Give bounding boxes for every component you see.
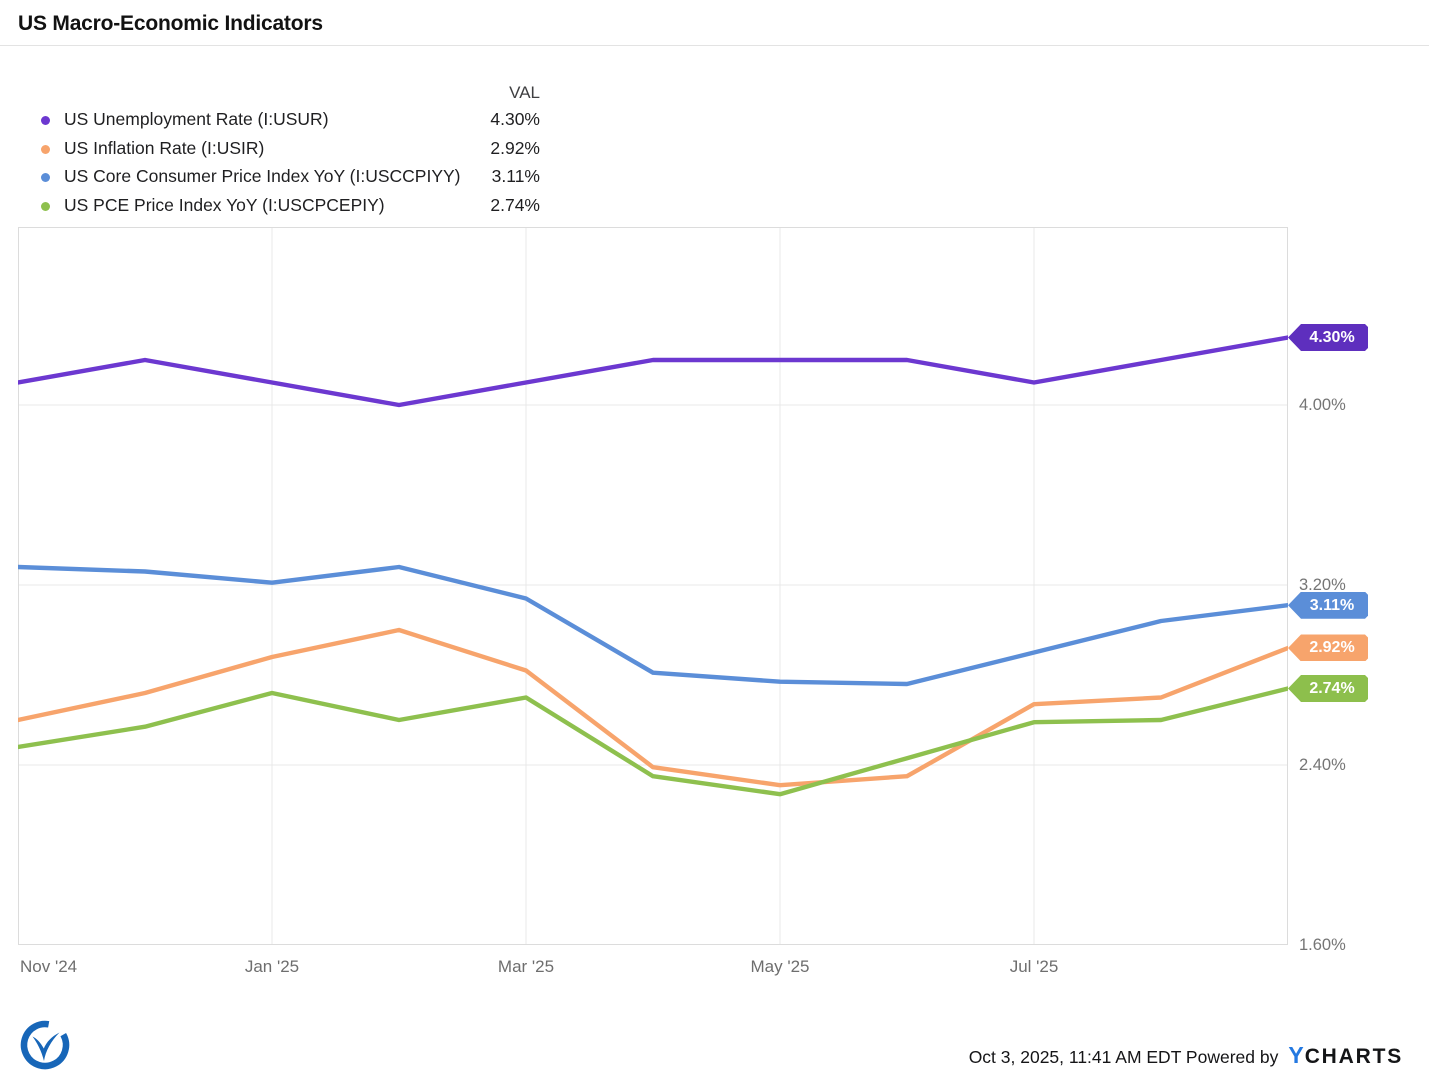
- legend-item-inflation[interactable]: US Inflation Rate (I:USIR) 2.92%: [0, 135, 600, 163]
- y-tick-label: 1.60%: [1299, 936, 1346, 954]
- plot-area[interactable]: [15, 227, 1291, 946]
- y-tick-label: 4.00%: [1299, 395, 1346, 414]
- title-divider: [0, 45, 1429, 46]
- x-tick-label: Mar '25: [497, 957, 555, 976]
- plot-border: [18, 227, 1288, 945]
- line-chart[interactable]: [15, 227, 1291, 946]
- series-line-1[interactable]: [15, 627, 1291, 788]
- value-badge-1: 2.92%: [1288, 634, 1368, 662]
- legend-item-unemployment[interactable]: US Unemployment Rate (I:USUR) 4.30%: [0, 106, 600, 134]
- legend-value: 2.74%: [490, 194, 540, 215]
- series-line-2[interactable]: [15, 564, 1291, 687]
- ycharts-circle-logo[interactable]: [18, 1018, 72, 1072]
- legend-value: 4.30%: [490, 109, 540, 129]
- footer-attribution: Oct 3, 2025, 11:41 AM EDT Powered by Y C…: [969, 1042, 1403, 1069]
- legend-dot-pce: [41, 201, 50, 211]
- legend-item-pce[interactable]: US PCE Price Index YoY (I:USCPCEPIY) 2.7…: [0, 192, 600, 220]
- wordmark-charts: CHARTS: [1304, 1045, 1403, 1068]
- timestamp-text: Oct 3, 2025, 11:41 AM EDT Powered by: [968, 1047, 1279, 1067]
- ycharts-wordmark[interactable]: Y CHARTS: [1288, 1042, 1403, 1069]
- y-tick-label: 2.40%: [1299, 755, 1346, 774]
- y-tick-label: 3.20%: [1299, 575, 1346, 594]
- legend-label: US Unemployment Rate (I:USUR): [64, 109, 329, 129]
- x-tick-label: Nov '24: [20, 957, 78, 976]
- value-badge-0: 4.30%: [1288, 323, 1368, 351]
- x-tick-label: May '25: [750, 957, 810, 976]
- legend-value: 2.92%: [490, 137, 540, 158]
- legend-dot-inflation: [41, 144, 50, 154]
- legend-value: 3.11%: [491, 166, 540, 186]
- legend-dot-core-cpi: [41, 173, 50, 182]
- value-badge-2: 3.11%: [1288, 591, 1368, 619]
- legend-val-header: VAL: [509, 83, 540, 102]
- x-tick-label: Jan '25: [244, 957, 300, 976]
- legend-dot-unemployment: [41, 116, 50, 125]
- series-line-3[interactable]: [15, 686, 1291, 797]
- legend-label: US PCE Price Index YoY (I:USCPCEPIY): [64, 194, 385, 215]
- x-tick-label: Jul '25: [1009, 957, 1059, 976]
- page-title: US Macro-Economic Indicators: [18, 12, 323, 35]
- series-line-0[interactable]: [15, 335, 1291, 408]
- wordmark-y: Y: [1288, 1042, 1305, 1068]
- legend-label: US Inflation Rate (I:USIR): [64, 137, 265, 158]
- legend-label: US Core Consumer Price Index YoY (I:USCC…: [64, 166, 461, 186]
- legend-item-core-cpi[interactable]: US Core Consumer Price Index YoY (I:USCC…: [0, 163, 600, 191]
- value-badge-3: 2.74%: [1288, 674, 1368, 702]
